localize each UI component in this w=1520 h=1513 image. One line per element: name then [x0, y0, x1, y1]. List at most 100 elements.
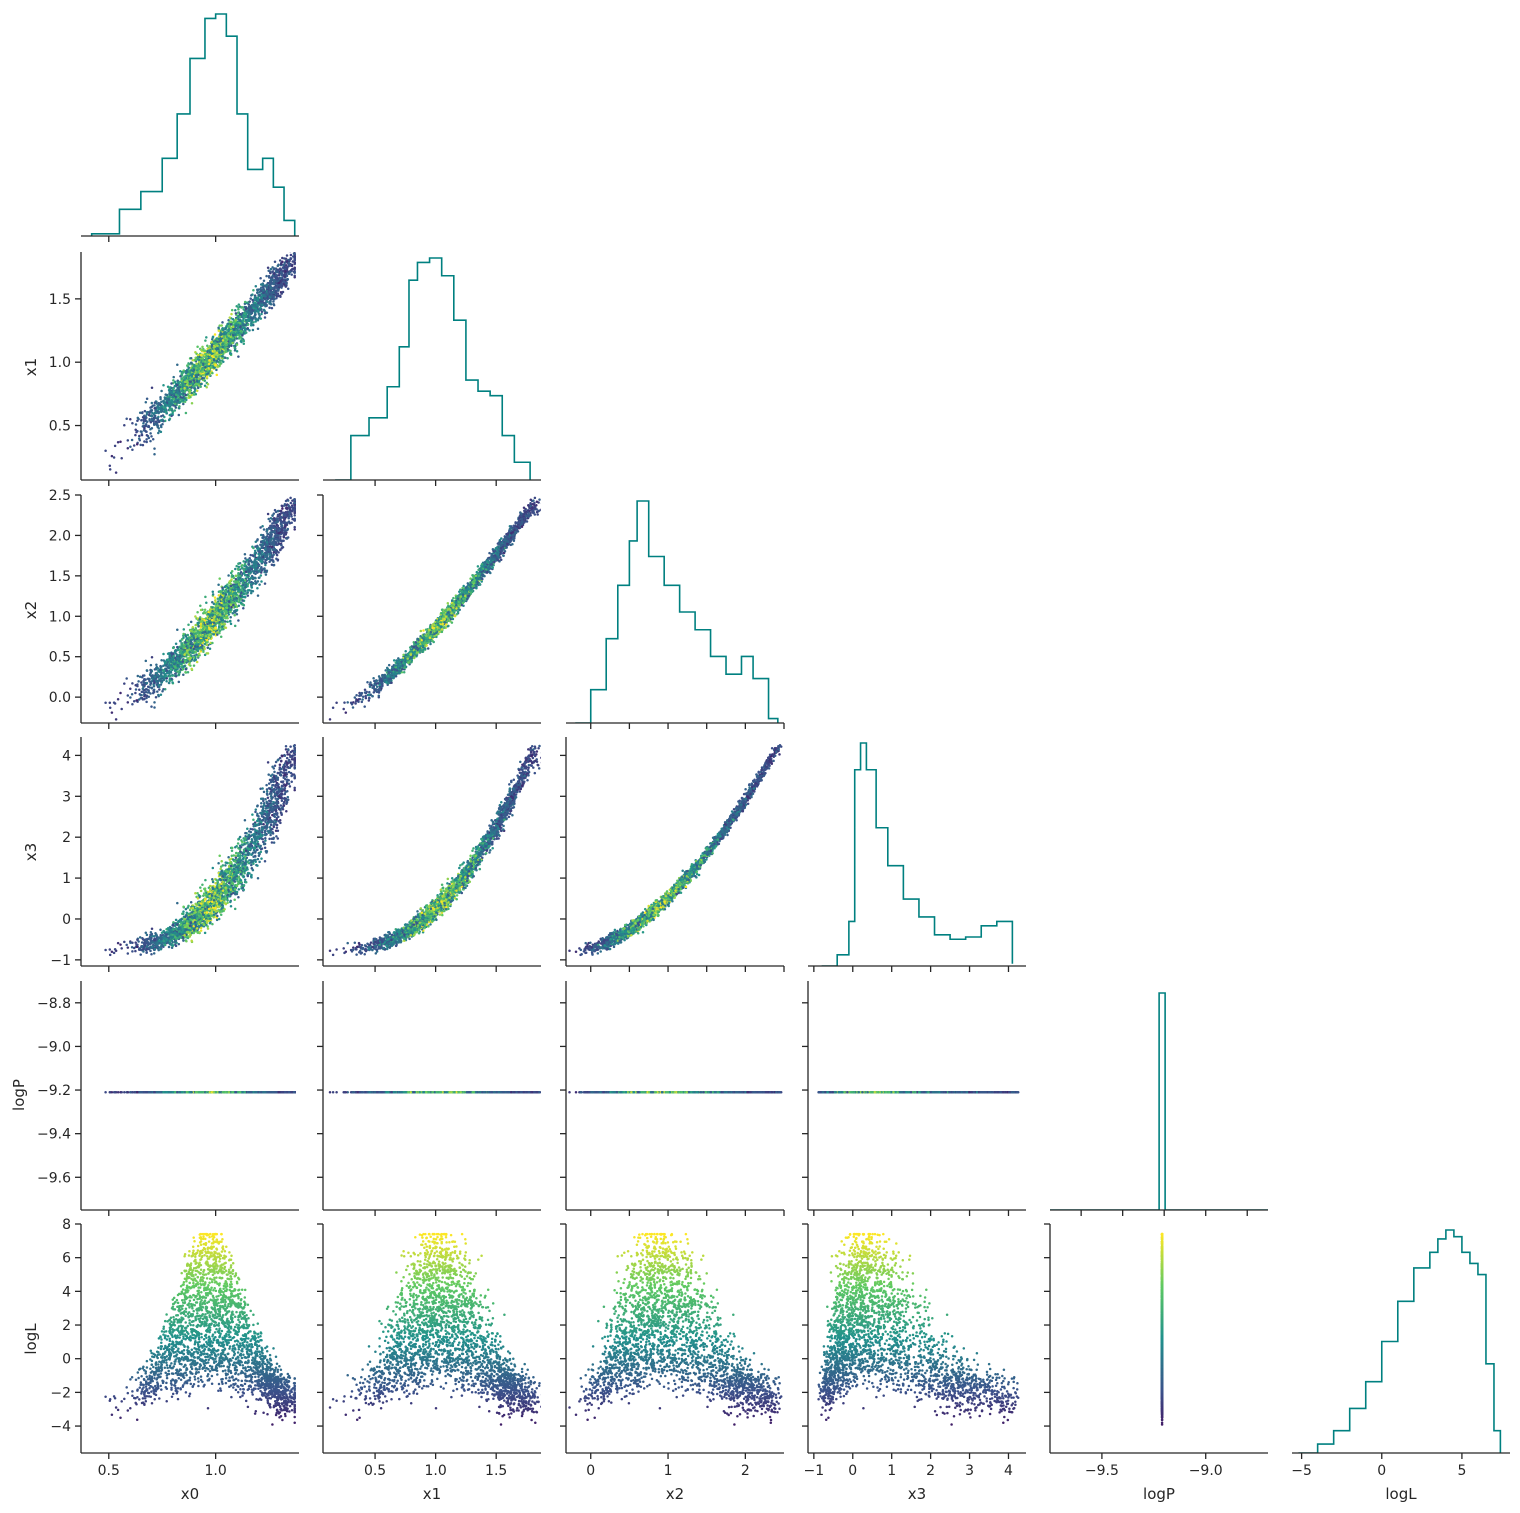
scatter-point [184, 640, 187, 644]
scatter-point [153, 447, 156, 450]
scatter-point [254, 307, 258, 311]
scatter-point [265, 554, 269, 557]
scatter-point [229, 619, 232, 623]
scatter-point [218, 598, 222, 601]
scatter-point [199, 354, 203, 357]
scatter-point [176, 383, 179, 387]
scatter-point [266, 266, 270, 269]
scatter-point [273, 260, 277, 263]
scatter-point [281, 505, 284, 508]
scatter-point [266, 532, 269, 535]
scatter-point [250, 311, 254, 314]
scatter-point [123, 424, 126, 427]
scatter-point [275, 292, 279, 295]
scatter-point [112, 456, 116, 459]
scatter-point [268, 553, 272, 557]
scatter-point [193, 658, 196, 662]
scatter-point [199, 624, 203, 627]
scatter-point [289, 252, 291, 253]
scatter-point [229, 320, 232, 324]
scatter-point [233, 611, 237, 614]
scatter-point [234, 609, 237, 612]
scatter-point [283, 280, 287, 284]
scatter-point [283, 273, 286, 277]
scatter-point [267, 290, 270, 293]
scatter-point [143, 694, 146, 698]
scatter-point [210, 343, 214, 347]
scatter-point [157, 427, 160, 430]
scatter-point [267, 535, 271, 539]
scatter-point [263, 295, 267, 298]
scatter-point [263, 561, 267, 565]
scatter-point [242, 603, 246, 607]
scatter-point [167, 651, 171, 655]
scatter-point [179, 375, 182, 378]
scatter-point [284, 533, 288, 536]
scatter-point [199, 348, 203, 351]
scatter-point [235, 349, 239, 353]
scatter-point [185, 398, 188, 402]
scatter-point [209, 623, 212, 627]
scatter-point [252, 321, 255, 324]
scatter-point [176, 656, 179, 660]
scatter-point [227, 334, 231, 338]
scatter-point [239, 313, 243, 316]
scatter-point [185, 645, 188, 648]
scatter-point [119, 691, 122, 695]
scatter-point [161, 414, 165, 417]
scatter-point [209, 365, 213, 369]
scatter-point [174, 674, 178, 678]
scatter-point [247, 311, 250, 314]
scatter-point [125, 417, 128, 420]
scatter-point [217, 594, 221, 597]
scatter-point [150, 435, 153, 438]
scatter-point [126, 694, 130, 697]
scatter-point [151, 438, 155, 441]
scatter-point [229, 335, 233, 339]
scatter-point [259, 317, 263, 320]
scatter-point [197, 370, 200, 374]
scatter-point [222, 360, 225, 364]
scatter-point [275, 549, 279, 553]
scatter-point [262, 552, 266, 556]
scatter-point [142, 425, 145, 428]
scatter-point [129, 445, 132, 448]
scatter-point [175, 653, 179, 657]
scatter-point [268, 306, 271, 310]
scatter-point [260, 546, 264, 549]
scatter-point [272, 300, 275, 303]
scatter-point [150, 686, 154, 689]
scatter-point [250, 576, 253, 579]
scatter-point [165, 393, 169, 397]
scatter-point [135, 442, 139, 446]
scatter-point [246, 327, 250, 330]
scatter-x2-vs-x0 [104, 496, 296, 721]
scatter-point [180, 638, 184, 641]
scatter-point [154, 695, 158, 699]
scatter-point [189, 380, 193, 384]
scatter-point [167, 418, 171, 422]
scatter-point [197, 625, 200, 628]
scatter-point [192, 385, 195, 388]
scatter-point [200, 367, 204, 371]
scatter-point [201, 377, 204, 380]
scatter-point [230, 606, 233, 609]
scatter-point [152, 416, 156, 420]
scatter-point [173, 400, 176, 404]
scatter-point [285, 282, 288, 285]
scatter-point [244, 331, 248, 334]
scatter-point [233, 624, 237, 628]
scatter-point [259, 306, 262, 310]
scatter-point [247, 303, 251, 306]
scatter-point [254, 576, 257, 580]
scatter-point [208, 344, 212, 348]
scatter-point [169, 659, 172, 663]
scatter-point [179, 667, 182, 671]
scatter-point [256, 309, 259, 312]
scatter-point [203, 349, 207, 353]
scatter-point [171, 674, 174, 677]
scatter-point [216, 597, 220, 601]
scatter-point [149, 409, 153, 413]
scatter-point [171, 410, 174, 413]
scatter-point [293, 271, 296, 274]
